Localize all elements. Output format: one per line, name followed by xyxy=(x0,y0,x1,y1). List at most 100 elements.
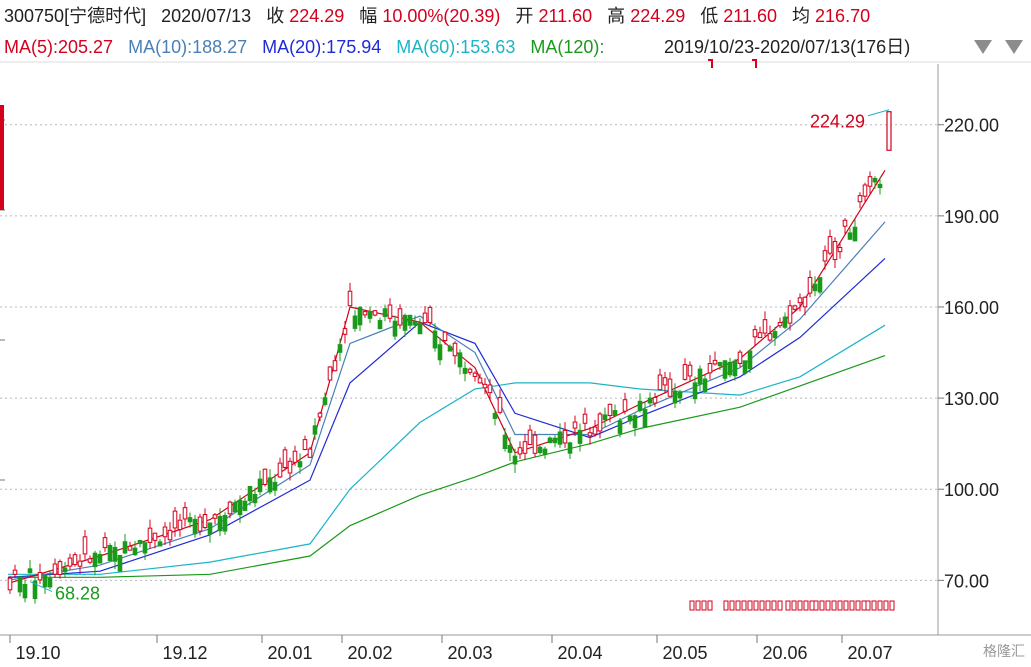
ma10-legend: MA(10):188.27 xyxy=(128,37,248,57)
candle-body xyxy=(402,314,408,331)
candle-body xyxy=(172,510,178,529)
candle-body xyxy=(787,305,793,324)
candle-body xyxy=(327,366,333,381)
candle-body xyxy=(647,397,653,404)
candle-body xyxy=(52,563,58,575)
candle-body xyxy=(722,360,728,379)
candle-body xyxy=(577,429,583,444)
candle-body xyxy=(37,572,43,581)
candle-body xyxy=(467,368,473,373)
event-marker-bottom xyxy=(707,600,713,611)
candle-body xyxy=(82,536,88,555)
close-value: 224.29 xyxy=(289,6,345,26)
high-pointer-line xyxy=(867,109,890,117)
low-value: 211.60 xyxy=(723,6,777,26)
event-marker-bottom xyxy=(819,600,825,611)
x-tick-label: 20.06 xyxy=(762,643,807,663)
candle-body xyxy=(12,569,18,575)
candle-body xyxy=(187,517,193,523)
candle-body xyxy=(637,400,643,411)
candle-body xyxy=(547,437,553,444)
candle-body xyxy=(627,415,633,422)
event-marker-bottom xyxy=(753,600,759,611)
candle-body xyxy=(222,514,228,532)
event-marker-bottom xyxy=(813,600,819,611)
candle-body xyxy=(367,310,373,319)
ma5-line xyxy=(7,169,886,584)
event-marker-bottom xyxy=(791,600,797,611)
ma60-line xyxy=(8,324,886,575)
candle-body xyxy=(322,397,328,405)
event-marker-bottom xyxy=(831,600,837,611)
ma120-line xyxy=(8,355,886,578)
event-marker-bottom xyxy=(785,600,791,611)
candle-body xyxy=(397,308,403,326)
y-tick-label: 130.00 xyxy=(944,389,999,409)
candle-body xyxy=(202,514,208,529)
candle-body xyxy=(132,547,138,556)
candle-body xyxy=(7,577,13,591)
candle-body xyxy=(542,448,548,455)
y-tick-label: 100.00 xyxy=(944,480,999,500)
candle-body xyxy=(587,432,593,437)
candle-body xyxy=(782,316,788,328)
candle-body xyxy=(212,514,218,519)
candle-body xyxy=(567,442,573,454)
candle-body xyxy=(642,408,648,428)
x-tick-label: 20.01 xyxy=(267,643,312,663)
open-label: 开 xyxy=(515,6,534,26)
candle-body xyxy=(477,377,483,384)
candle-body xyxy=(797,297,803,304)
candle-body xyxy=(97,553,103,564)
candle-body xyxy=(372,310,378,316)
candle-body xyxy=(152,532,158,541)
candle-body xyxy=(487,384,493,394)
dropdown-arrow-icon[interactable] xyxy=(974,40,992,54)
candle-body xyxy=(602,414,608,421)
candle-body xyxy=(72,554,78,566)
candle-body xyxy=(817,277,823,293)
candle-body xyxy=(792,305,798,310)
event-marker-bottom xyxy=(701,600,707,611)
close-label: 收 xyxy=(266,6,285,26)
candle-body xyxy=(852,226,858,242)
candle-body xyxy=(507,445,513,453)
ma20-line xyxy=(7,257,886,578)
candle-body xyxy=(702,378,708,393)
candle-body xyxy=(752,329,758,338)
candle-body xyxy=(482,383,488,389)
candle-body xyxy=(742,360,748,374)
low-price-label: 68.28 xyxy=(55,584,100,604)
quote-date: 2020/07/13 xyxy=(161,6,252,26)
candle-body xyxy=(357,306,363,326)
candle-body xyxy=(267,477,273,493)
candle-body xyxy=(502,434,508,449)
candle-body xyxy=(387,304,393,319)
candle-body xyxy=(137,540,143,545)
candle-body xyxy=(457,352,463,368)
event-marker-bottom xyxy=(771,600,777,611)
y-tick-label: 220.00 xyxy=(944,116,999,136)
candle-body xyxy=(622,399,628,412)
candle-body xyxy=(122,541,128,554)
ma10-line xyxy=(7,221,886,581)
candle-body xyxy=(32,580,38,600)
candle-body xyxy=(497,397,503,413)
candle-body xyxy=(672,390,678,404)
expand-arrow-icon[interactable] xyxy=(1005,40,1023,54)
candle-body xyxy=(662,377,668,386)
candle-body xyxy=(597,413,603,432)
candle-body xyxy=(77,560,83,567)
candle-body xyxy=(557,431,563,445)
candle-body xyxy=(572,421,578,429)
candle-body xyxy=(767,333,773,341)
candle-body xyxy=(347,290,353,307)
candle-body xyxy=(167,529,173,541)
candle-body xyxy=(697,368,703,385)
y-tick-label: 160.00 xyxy=(944,298,999,318)
candle-body xyxy=(232,502,238,513)
change-value: 10.00%(20.39) xyxy=(382,6,501,26)
candle-body xyxy=(102,537,108,549)
high-label: 高 xyxy=(607,6,626,26)
